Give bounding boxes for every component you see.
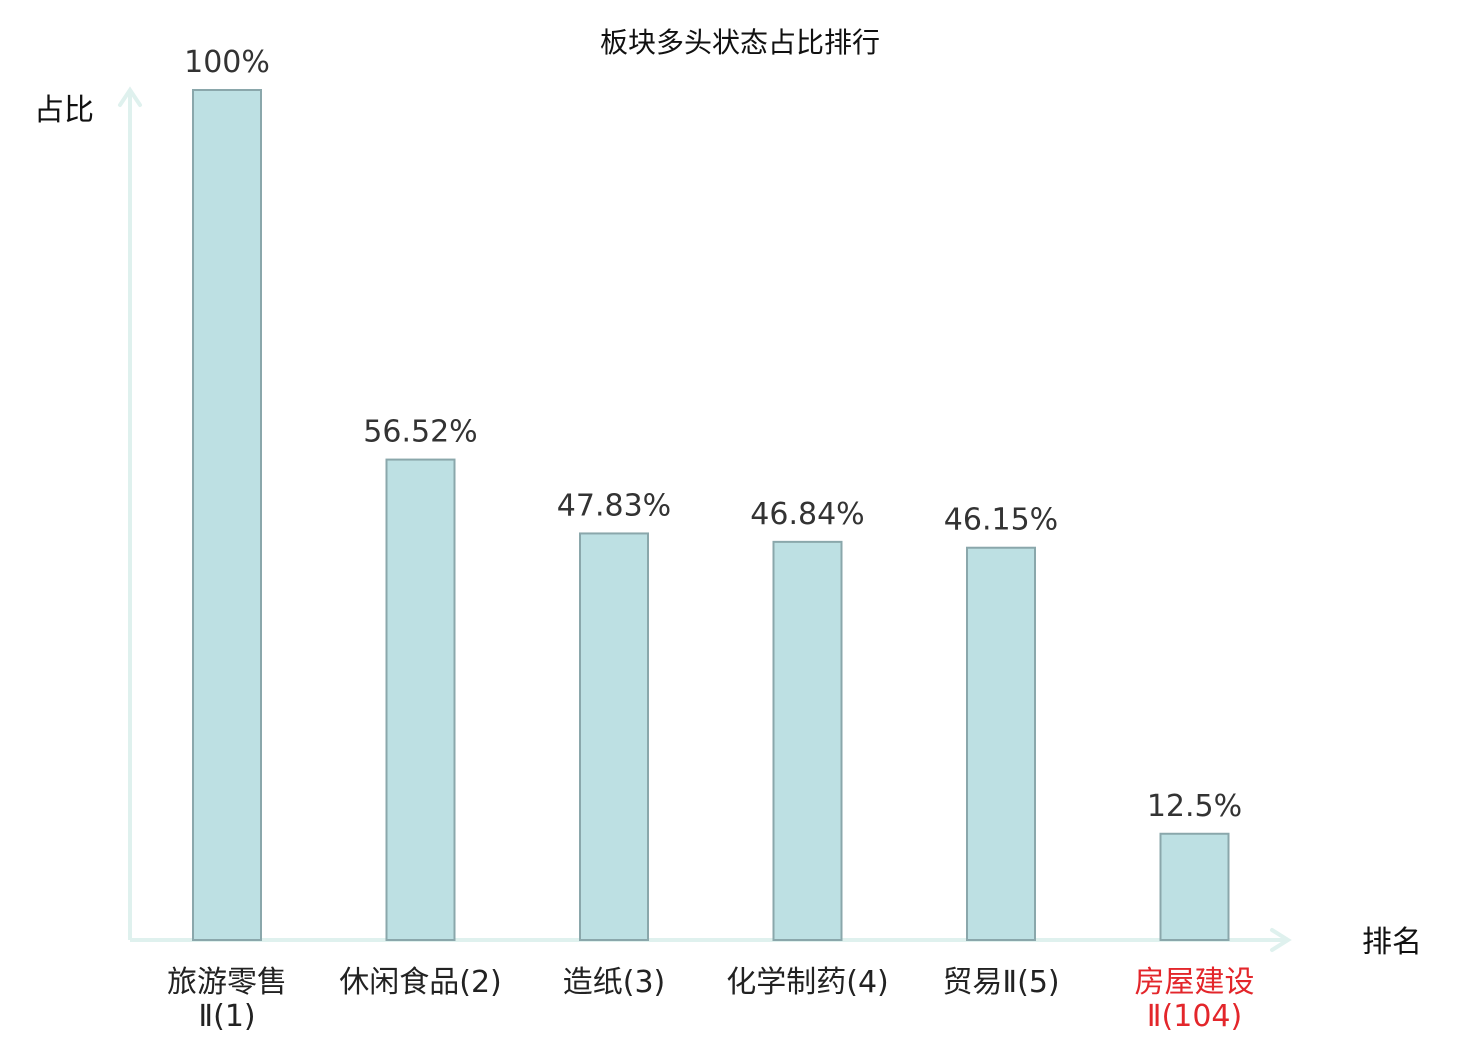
- value-label-2: 56.52%: [363, 415, 477, 450]
- x-tick-suffix-1: Ⅱ(1): [198, 999, 255, 1034]
- value-label-6: 12.5%: [1147, 789, 1242, 824]
- x-tick-label-5: 贸易Ⅱ(5): [942, 965, 1059, 1000]
- x-tick-label-3: 造纸(3): [563, 965, 666, 1000]
- value-label-4: 46.84%: [750, 497, 864, 532]
- x-axis-title: 排名: [1362, 925, 1422, 960]
- x-tick-label-4: 化学制药(4): [726, 965, 889, 1000]
- bars-layer: [192, 89, 1230, 941]
- bar-4: [772, 540, 843, 941]
- x-axis-arrowhead: [1270, 928, 1292, 952]
- value-label-1: 100%: [184, 45, 270, 80]
- x-tick-label-2: 休闲食品(2): [339, 965, 502, 1000]
- axes: [118, 86, 1292, 952]
- value-labels-layer: 100% 56.52% 47.83% 46.84% 46.15% 12.5%: [184, 45, 1242, 824]
- bar-5: [966, 546, 1036, 941]
- y-axis-title: 占比: [34, 93, 94, 128]
- bar-6: [1159, 832, 1230, 941]
- value-label-3: 47.83%: [557, 488, 671, 523]
- value-label-5: 46.15%: [944, 503, 1058, 538]
- y-axis-arrowhead: [118, 86, 142, 107]
- bar-3: [579, 532, 649, 941]
- chart-title: 板块多头状态占比排行: [600, 26, 880, 59]
- x-tick-label-6: 房屋建设: [1135, 965, 1255, 1000]
- bar-2: [385, 458, 456, 941]
- x-tick-label-1: 旅游零售: [167, 965, 287, 1000]
- bar-1: [192, 89, 262, 941]
- x-tick-suffix-6: Ⅱ(104): [1147, 999, 1242, 1034]
